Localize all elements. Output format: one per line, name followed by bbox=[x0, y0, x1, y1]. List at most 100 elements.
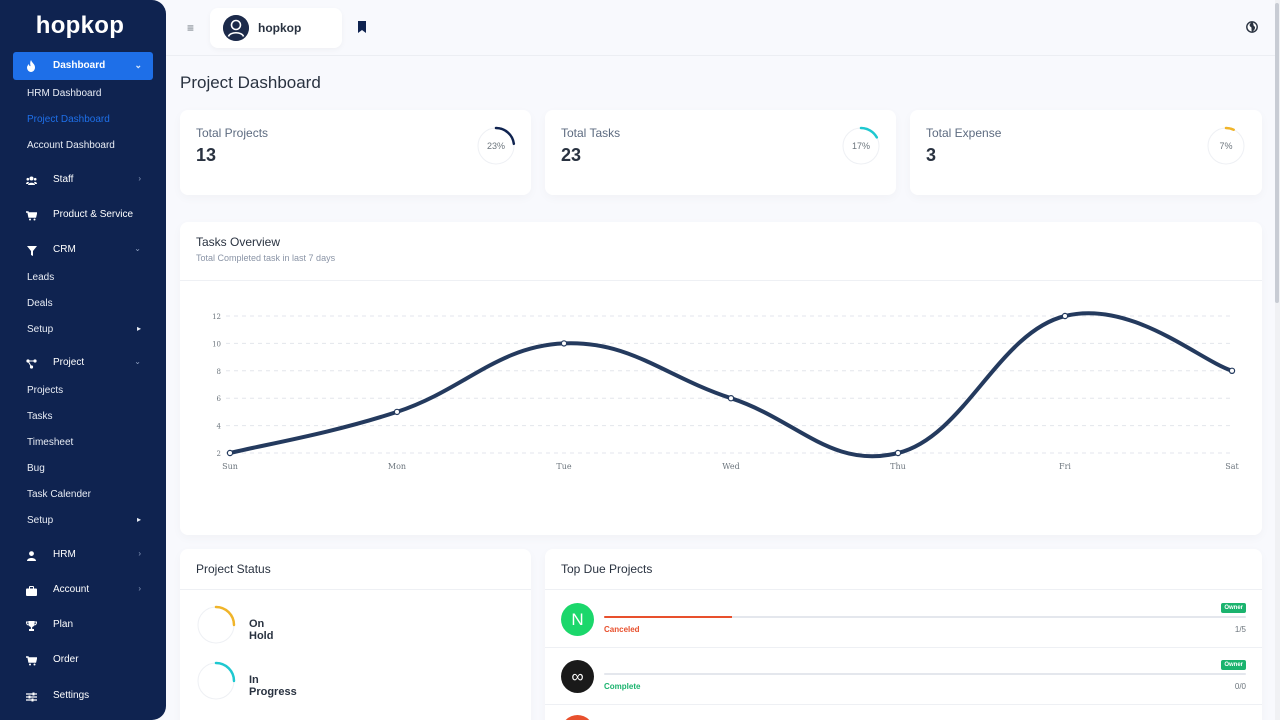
sidebar-item-label: HRM bbox=[53, 549, 76, 560]
caret-right-icon: ▸ bbox=[136, 324, 141, 333]
data-point bbox=[1061, 312, 1069, 320]
caret-right-icon: ▸ bbox=[136, 515, 141, 524]
language-globe-icon[interactable] bbox=[1246, 21, 1258, 33]
progress-percent: 17% bbox=[851, 141, 870, 151]
sidebar-item-label: Staff bbox=[53, 174, 74, 185]
chevron-down-icon: ⌄ bbox=[134, 60, 142, 70]
sidebar-item-label: Plan bbox=[53, 619, 74, 630]
status-ring bbox=[196, 661, 236, 701]
sidebar-item-dashboard[interactable]: Dashboard ⌄ bbox=[13, 52, 153, 80]
data-point bbox=[393, 408, 401, 416]
due-project-row[interactable]: N Owner Canceled 1/5 bbox=[561, 601, 1246, 641]
card-title: Project Status bbox=[196, 562, 271, 576]
stat-card-projects: Total Projects 13 23% bbox=[180, 110, 531, 195]
sidebar-subitem-project-setup[interactable]: Setup bbox=[27, 515, 54, 526]
tasks-line-chart: 2 4 6 8 10 12 Sun Mon Tue Wed Thu Fri Sat bbox=[212, 311, 1240, 471]
sidebar-subitem-bug[interactable]: Bug bbox=[27, 463, 45, 474]
sidebar-item-order[interactable]: Order bbox=[0, 650, 166, 670]
data-point bbox=[560, 340, 568, 347]
ring-arc bbox=[476, 126, 516, 166]
owner-badge: Owner bbox=[1221, 603, 1246, 613]
x-tick-label: Tue bbox=[556, 462, 571, 471]
progress-percent: 7% bbox=[1219, 141, 1233, 151]
sidebar-item-project[interactable]: Project ⌄ bbox=[0, 353, 166, 373]
sidebar-subitem-timesheet[interactable]: Timesheet bbox=[27, 437, 74, 448]
task-count: 1/5 bbox=[1234, 625, 1246, 634]
sidebar-subitem-crm-setup[interactable]: Setup bbox=[27, 324, 54, 335]
sidebar-item-label: Settings bbox=[53, 690, 90, 701]
sidebar-item-label: Project bbox=[53, 357, 85, 368]
sidebar-item-label: CRM bbox=[53, 244, 76, 255]
scrollbar-thumb[interactable] bbox=[1275, 3, 1279, 303]
chevron-right-icon: › bbox=[138, 584, 141, 593]
sidebar-subitem-leads[interactable]: Leads bbox=[27, 272, 55, 283]
sidebar-subitem-project-dashboard[interactable]: Project Dashboard bbox=[27, 114, 110, 125]
bookmark-icon[interactable] bbox=[358, 21, 366, 33]
owner-badge: Owner bbox=[1221, 660, 1246, 670]
y-tick-label: 4 bbox=[217, 423, 222, 431]
data-point bbox=[727, 394, 735, 402]
project-status: Canceled bbox=[604, 625, 640, 634]
x-tick-label: Sun bbox=[222, 462, 238, 471]
stat-card-tasks: Total Tasks 23 17% bbox=[545, 110, 896, 195]
stat-label: Total Expense bbox=[926, 126, 1002, 140]
card-title: Tasks Overview bbox=[196, 235, 281, 249]
ring-arc bbox=[196, 661, 236, 701]
stat-value: 3 bbox=[926, 145, 937, 165]
stat-label: Total Projects bbox=[196, 126, 269, 140]
sidebar-subitem-deals[interactable]: Deals bbox=[27, 298, 53, 309]
card-divider bbox=[180, 589, 531, 590]
user-menu[interactable]: hopkop bbox=[210, 8, 342, 48]
sidebar-item-settings[interactable]: Settings bbox=[0, 686, 166, 706]
sidebar-item-plan[interactable]: Plan bbox=[0, 615, 166, 635]
x-tick-label: Wed bbox=[722, 462, 739, 471]
brand-logo[interactable]: hopkop bbox=[35, 12, 125, 39]
page-title: Project Dashboard bbox=[180, 73, 321, 92]
scrollbar[interactable] bbox=[1275, 0, 1280, 720]
project-logo: N bbox=[561, 603, 594, 636]
sidebar-item-product-service[interactable]: Product & Service bbox=[0, 205, 166, 225]
users-icon bbox=[26, 175, 37, 186]
card-divider bbox=[545, 589, 1262, 590]
sidebar-subitem-tasks[interactable]: Tasks bbox=[27, 411, 53, 422]
status-label: On Hold bbox=[249, 618, 274, 642]
ring-arc bbox=[196, 605, 236, 645]
sidebar-item-label: Product & Service bbox=[53, 209, 134, 220]
project-icon bbox=[26, 358, 37, 369]
x-tick-label: Mon bbox=[388, 462, 406, 471]
sidebar-subitem-account-dashboard[interactable]: Account Dashboard bbox=[27, 140, 115, 151]
stat-card-expense: Total Expense 3 7% bbox=[910, 110, 1262, 195]
sidebar-subitem-projects[interactable]: Projects bbox=[27, 385, 64, 396]
menu-toggle-icon[interactable]: ≡ bbox=[187, 21, 195, 35]
avatar bbox=[223, 15, 249, 41]
status-ring bbox=[196, 605, 236, 645]
y-tick-label: 12 bbox=[212, 313, 221, 321]
progress-percent: 23% bbox=[486, 141, 505, 151]
sidebar-item-crm[interactable]: CRM ⌄ bbox=[0, 240, 166, 260]
sidebar-subitem-task-calender[interactable]: Task Calender bbox=[27, 489, 91, 500]
x-tick-label: Fri bbox=[1059, 462, 1071, 471]
row-divider bbox=[545, 647, 1262, 648]
project-logo: ∞ bbox=[561, 660, 594, 693]
user-name: hopkop bbox=[258, 21, 302, 35]
sidebar-item-label: Order bbox=[53, 654, 79, 665]
sidebar-item-staff[interactable]: Staff › bbox=[0, 170, 166, 190]
tasks-overview-card: Tasks Overview Total Completed task in l… bbox=[180, 222, 1262, 535]
top-due-projects-card: Top Due Projects N Owner Canceled 1/5 ∞ … bbox=[545, 549, 1262, 720]
data-point bbox=[894, 449, 902, 457]
sidebar-item-hrm[interactable]: HRM › bbox=[0, 545, 166, 565]
sidebar-item-label: Dashboard bbox=[53, 60, 106, 71]
project-status-card: Project Status On Hold In Progress bbox=[180, 549, 531, 720]
due-project-row[interactable]: ∞ Owner Complete 0/0 bbox=[561, 658, 1246, 698]
topbar: ≡ hopkop bbox=[166, 0, 1280, 56]
x-tick-label: Thu bbox=[890, 462, 906, 471]
sidebar-item-account[interactable]: Account › bbox=[0, 580, 166, 600]
sidebar: hopkop Dashboard ⌄ HRM Dashboard Project… bbox=[0, 0, 166, 720]
progress-ring bbox=[1206, 126, 1246, 166]
user-icon bbox=[26, 550, 37, 561]
sidebar-subitem-hrm-dashboard[interactable]: HRM Dashboard bbox=[27, 88, 102, 99]
x-tick-label: Sat bbox=[1225, 462, 1239, 471]
y-tick-label: 6 bbox=[217, 395, 222, 403]
data-point bbox=[226, 449, 234, 457]
fire-icon bbox=[27, 60, 35, 72]
